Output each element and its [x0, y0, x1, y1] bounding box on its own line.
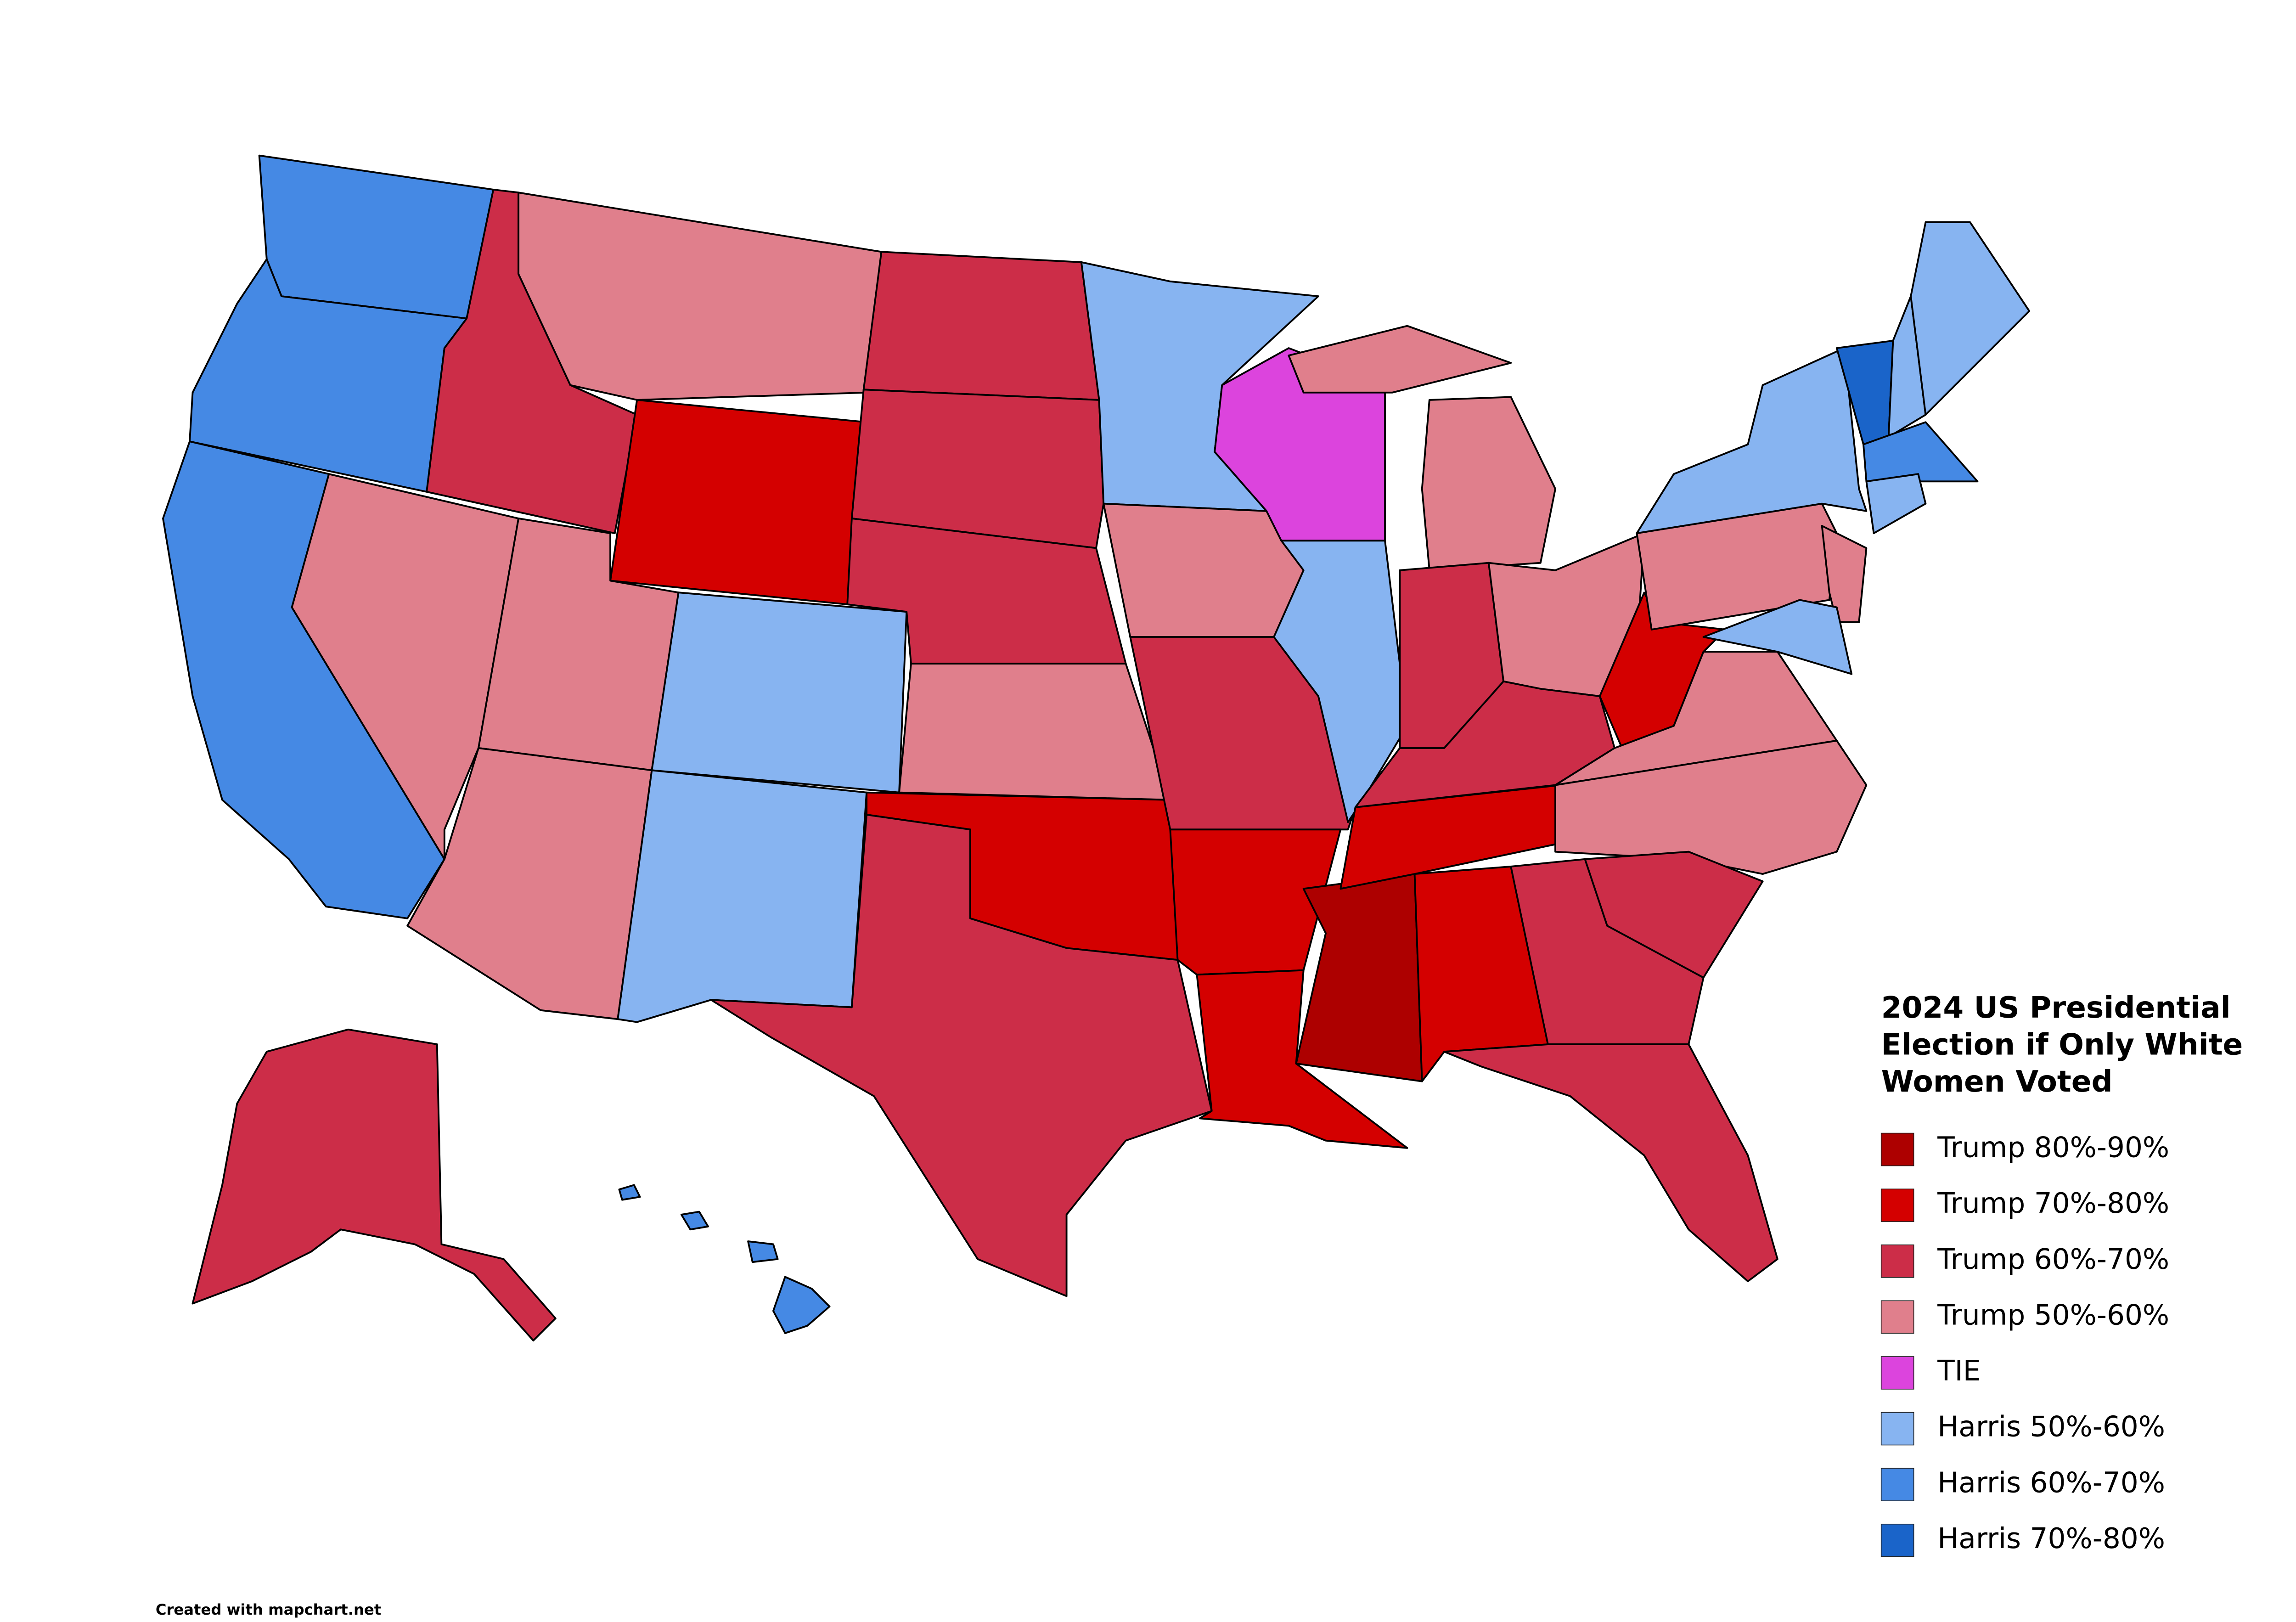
legend-label: TIE: [1937, 1355, 1981, 1387]
state: [1421, 396, 1556, 571]
state: [681, 1211, 709, 1231]
legend-swatch: [1880, 1468, 1914, 1501]
credit: Created with mapchart.net: [156, 1601, 381, 1618]
state: [1295, 873, 1423, 1082]
state: [710, 814, 1213, 1297]
state: [1821, 525, 1868, 623]
state: [1196, 969, 1408, 1149]
state: [772, 1276, 831, 1334]
state: [1910, 221, 2031, 416]
state: [1636, 347, 1868, 535]
legend-swatch: [1880, 1356, 1914, 1390]
state: [1865, 473, 1927, 535]
legend-label: Trump 60%-70%: [1937, 1243, 2169, 1276]
state: [747, 1240, 779, 1263]
legend-label: Harris 70%-80%: [1937, 1522, 2165, 1555]
state: [651, 591, 908, 794]
legend-swatch: [1880, 1132, 1914, 1166]
state: [1702, 599, 1853, 675]
legend-label: Harris 50%-60%: [1937, 1411, 2165, 1443]
legend-title-box: 2024 US Presidential Election if Only Wh…: [1881, 989, 2243, 1099]
state: [850, 389, 1105, 549]
state: [1443, 1043, 1778, 1283]
legend-label: Trump 50%-60%: [1937, 1299, 2169, 1331]
legend-swatch: [1880, 1244, 1914, 1278]
state: [862, 251, 1100, 401]
legend-label: Harris 60%-70%: [1937, 1466, 2165, 1499]
states: [162, 154, 2031, 1342]
state: [618, 1184, 641, 1201]
legend: Trump 80%-90% Trump 70%-80% Trump 60%-70% T…: [1880, 1132, 2169, 1557]
state: [1554, 739, 1868, 875]
state: [898, 663, 1171, 801]
legend-swatch: [1880, 1412, 1914, 1446]
legend-label: Trump 70%-80%: [1937, 1187, 2169, 1220]
state: [518, 191, 883, 401]
legend-swatch: [1880, 1300, 1914, 1334]
legend-title: 2024 US Presidential Election if Only Wh…: [1881, 989, 2243, 1099]
legend-swatch: [1880, 1188, 1914, 1222]
state: [1863, 421, 1979, 483]
state: [258, 154, 495, 320]
state: [1273, 540, 1408, 823]
state: [609, 399, 868, 605]
state: [191, 1028, 557, 1342]
legend-label: Trump 80%-90%: [1937, 1132, 2169, 1164]
state: [617, 769, 868, 1023]
legend-swatch: [1880, 1523, 1914, 1557]
state: [1288, 325, 1512, 394]
